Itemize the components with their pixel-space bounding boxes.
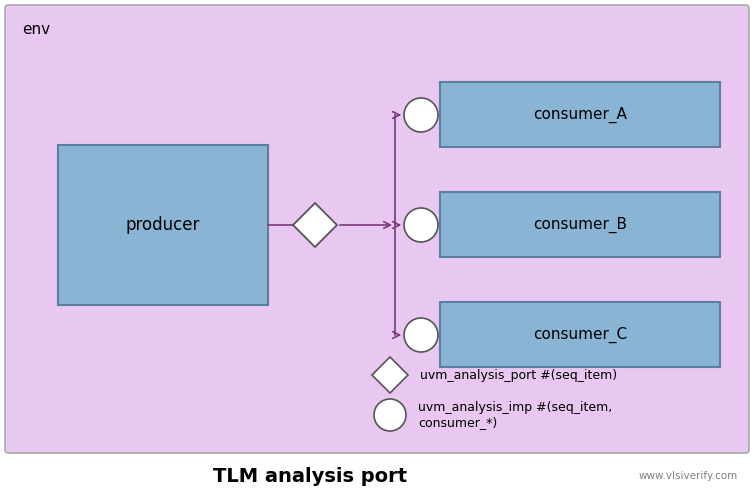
Text: www.vlsiverify.com: www.vlsiverify.com [639, 471, 738, 481]
Circle shape [404, 98, 438, 132]
FancyBboxPatch shape [440, 192, 720, 257]
FancyBboxPatch shape [440, 82, 720, 147]
Text: consumer_C: consumer_C [533, 327, 627, 343]
FancyBboxPatch shape [58, 145, 268, 305]
Text: consumer_B: consumer_B [533, 217, 627, 233]
Text: TLM analysis port: TLM analysis port [213, 467, 407, 486]
FancyBboxPatch shape [5, 5, 749, 453]
Text: uvm_analysis_imp #(seq_item,
consumer_*): uvm_analysis_imp #(seq_item, consumer_*) [418, 401, 612, 429]
Circle shape [404, 208, 438, 242]
Text: producer: producer [126, 216, 201, 234]
Polygon shape [293, 203, 337, 247]
FancyBboxPatch shape [440, 302, 720, 367]
Text: consumer_A: consumer_A [533, 107, 627, 123]
Text: env: env [22, 22, 50, 38]
Polygon shape [372, 357, 408, 393]
Text: uvm_analysis_port #(seq_item): uvm_analysis_port #(seq_item) [420, 369, 617, 381]
Circle shape [374, 399, 406, 431]
Circle shape [404, 318, 438, 352]
